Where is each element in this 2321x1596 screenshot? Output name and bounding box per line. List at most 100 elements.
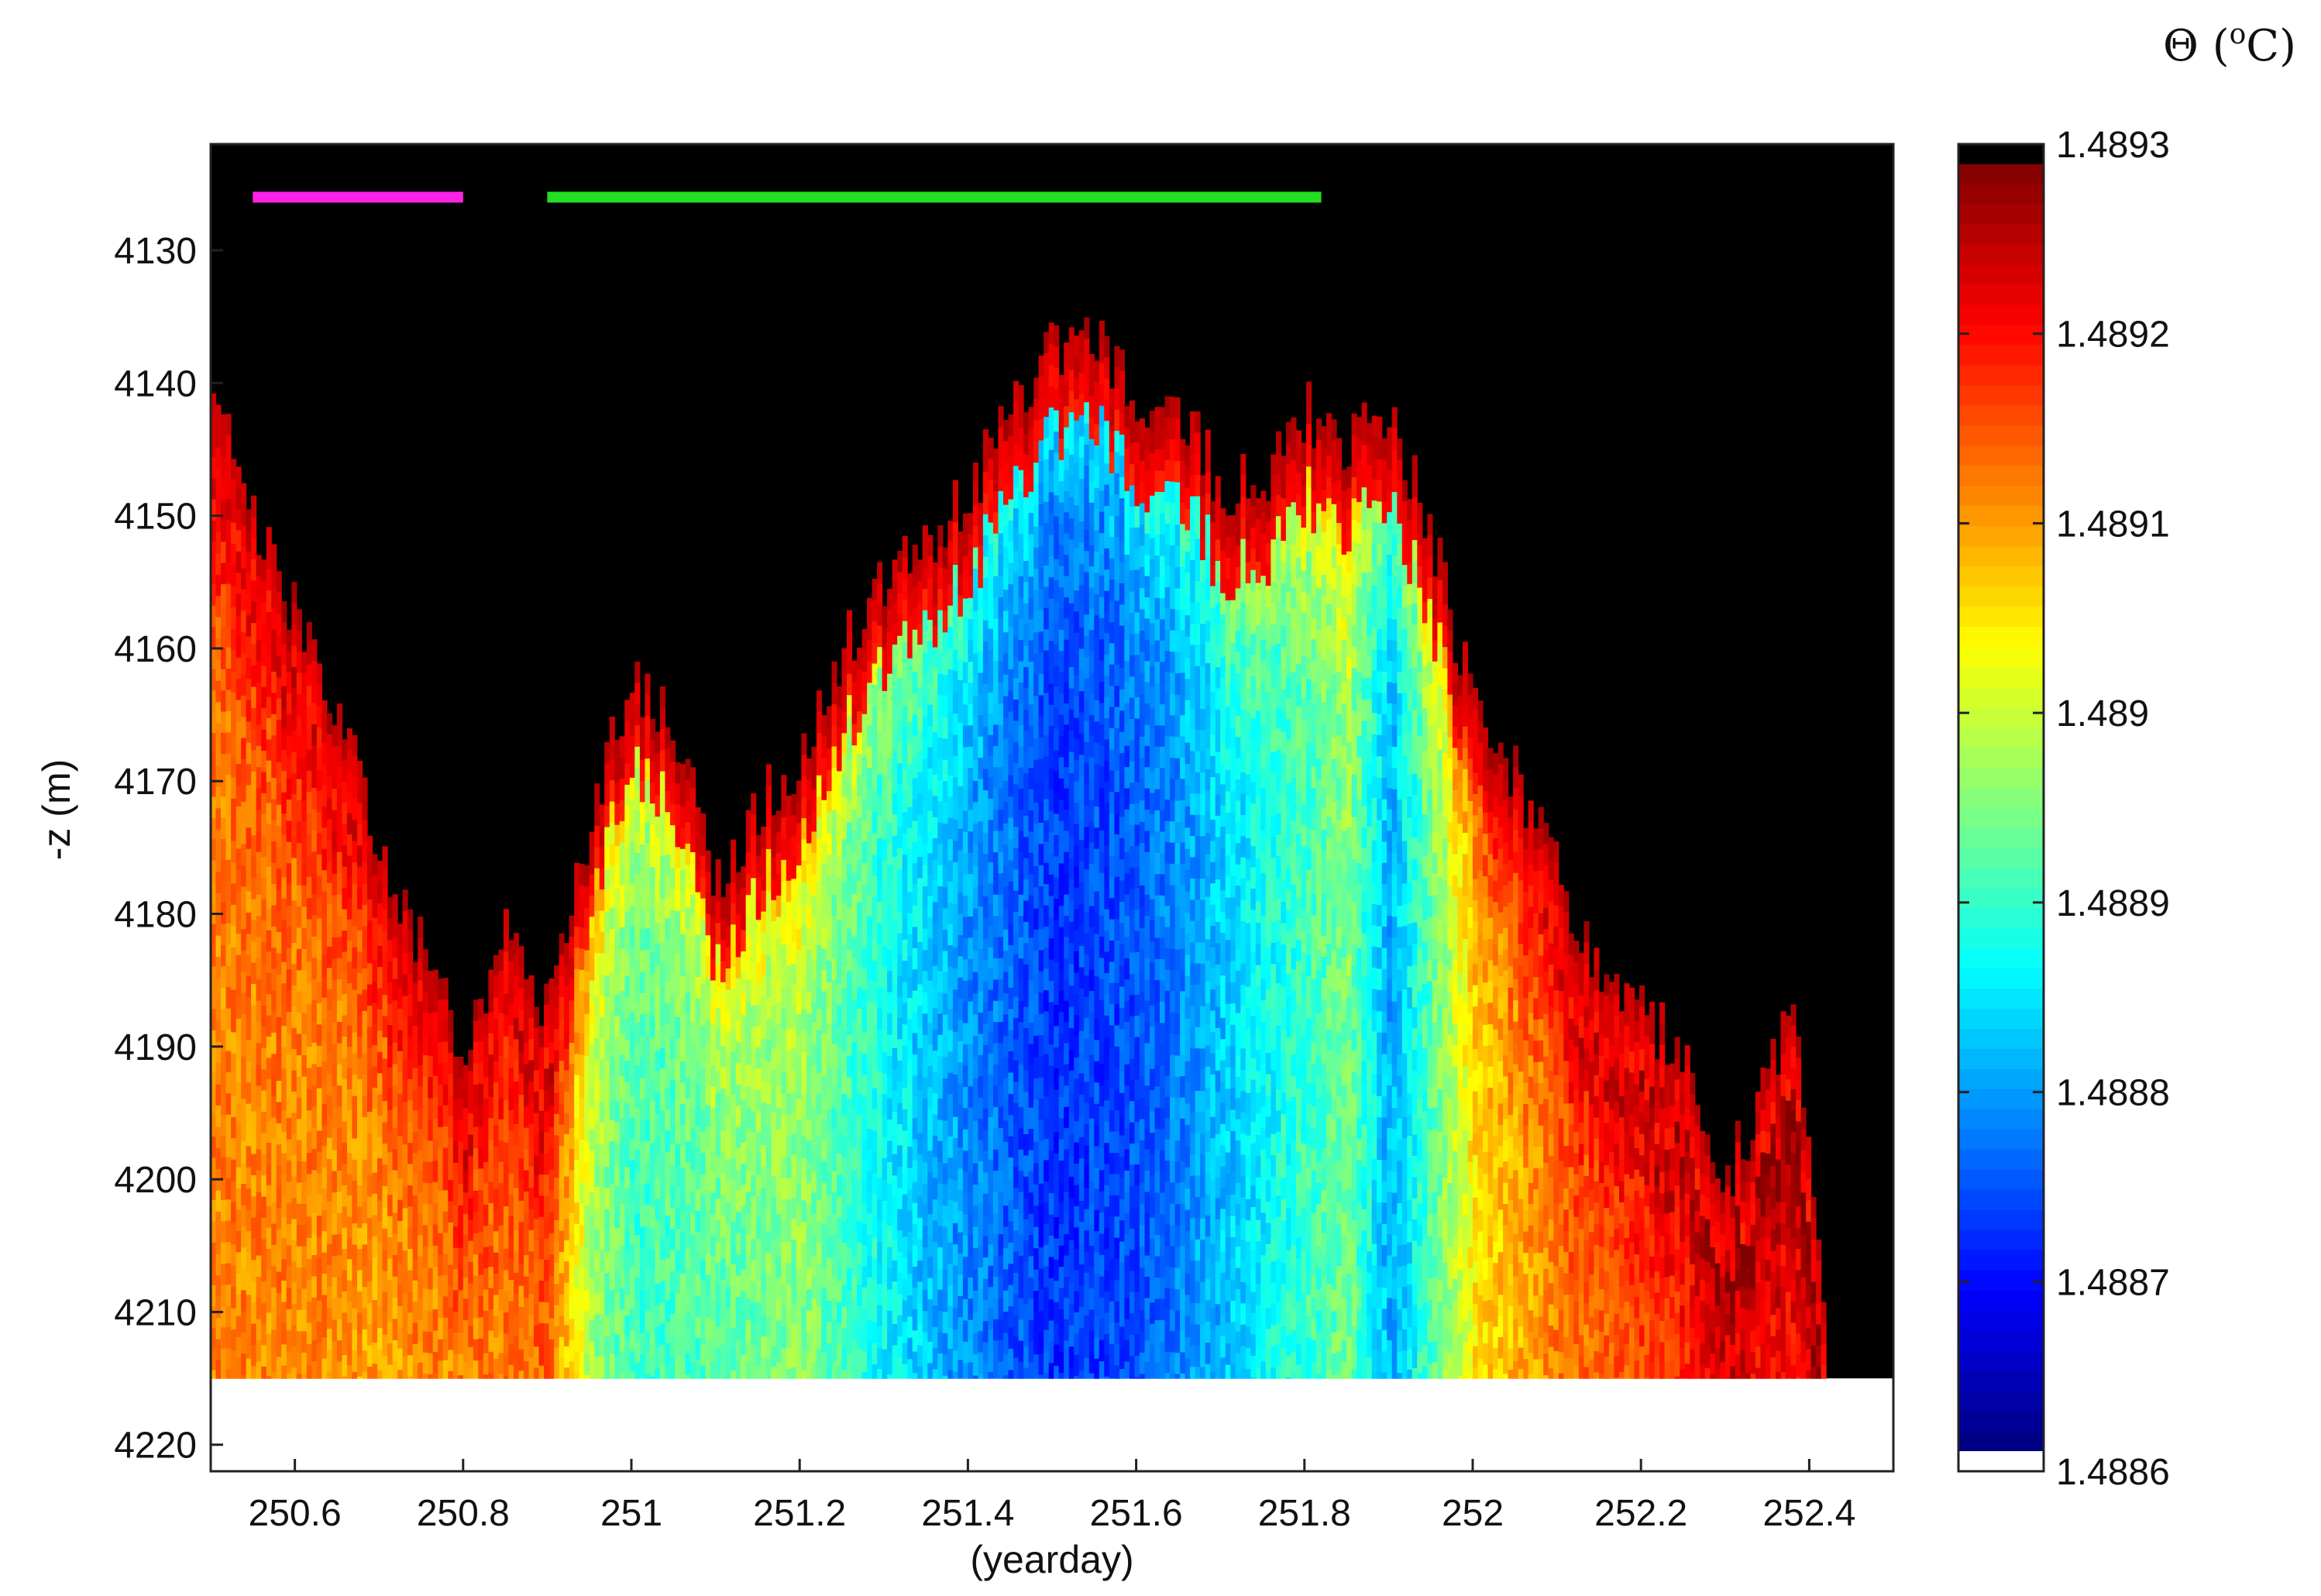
heatmap-cell xyxy=(927,1129,934,1151)
heatmap-cell xyxy=(271,862,277,885)
heatmap-cell xyxy=(301,737,308,758)
heatmap-cell xyxy=(372,1300,378,1322)
heatmap-cell xyxy=(1018,831,1024,853)
heatmap-cell xyxy=(831,1319,837,1342)
heatmap-cell xyxy=(462,1150,469,1172)
heatmap-cell xyxy=(387,1258,394,1281)
heatmap-cell xyxy=(700,1026,707,1048)
heatmap-cell xyxy=(407,1292,414,1313)
heatmap-cell xyxy=(867,937,873,960)
heatmap-cell xyxy=(524,1192,530,1213)
heatmap-cell xyxy=(372,854,378,876)
heatmap-cell xyxy=(958,574,964,596)
heatmap-cell xyxy=(367,1069,373,1092)
heatmap-cell xyxy=(211,1094,217,1116)
heatmap-cell xyxy=(322,1188,328,1211)
heatmap-cell xyxy=(972,1206,978,1228)
heatmap-cell xyxy=(700,1259,707,1281)
heatmap-cell xyxy=(236,934,242,956)
heatmap-cell xyxy=(514,1017,520,1040)
heatmap-cell xyxy=(872,982,878,1004)
heatmap-cell xyxy=(473,1318,479,1340)
heatmap-cell xyxy=(478,1147,484,1169)
heatmap-cell xyxy=(306,876,312,899)
heatmap-cell xyxy=(458,1120,464,1143)
heatmap-cell xyxy=(614,1207,621,1229)
heatmap-cell xyxy=(968,917,974,938)
heatmap-cell xyxy=(932,1241,938,1264)
heatmap-cell xyxy=(276,614,282,635)
heatmap-cell xyxy=(251,1302,257,1325)
heatmap-cell xyxy=(276,953,282,975)
heatmap-cell xyxy=(231,692,237,714)
heatmap-cell xyxy=(1018,852,1024,875)
heatmap-cell xyxy=(256,1000,262,1023)
heatmap-cell xyxy=(518,1201,524,1223)
heatmap-cell xyxy=(872,1088,878,1110)
heatmap-cell xyxy=(336,916,342,937)
heatmap-cell xyxy=(418,1023,424,1045)
heatmap-cell xyxy=(554,1199,560,1221)
heatmap-cell xyxy=(917,1069,923,1092)
heatmap-cell xyxy=(1013,1272,1020,1295)
heatmap-cell xyxy=(629,1075,635,1097)
heatmap-cell xyxy=(493,1061,499,1083)
heatmap-cell xyxy=(296,970,302,992)
heatmap-cell xyxy=(498,1098,504,1120)
heatmap-cell xyxy=(231,714,237,736)
heatmap-cell xyxy=(952,480,958,502)
heatmap-cell xyxy=(316,1045,322,1068)
heatmap-cell xyxy=(775,917,782,939)
heatmap-cell xyxy=(877,562,883,584)
heatmap-cell xyxy=(236,870,242,892)
heatmap-cell xyxy=(791,879,797,901)
heatmap-cell xyxy=(1018,746,1024,769)
heatmap-cell xyxy=(700,1302,707,1324)
heatmap-cell xyxy=(215,490,222,512)
heatmap-cell xyxy=(968,874,974,896)
heatmap-cell xyxy=(922,1140,928,1163)
heatmap-cell xyxy=(599,1314,605,1336)
heatmap-cell xyxy=(851,1254,858,1277)
heatmap-cell xyxy=(731,1285,737,1308)
heatmap-cell xyxy=(306,686,312,708)
heatmap-cell xyxy=(972,1333,978,1355)
heatmap-cell xyxy=(609,1120,615,1142)
heatmap-cell xyxy=(372,1109,378,1131)
heatmap-cell xyxy=(346,1068,352,1090)
heatmap-cell xyxy=(251,1260,257,1282)
heatmap-cell xyxy=(837,1195,843,1218)
heatmap-cell xyxy=(629,1329,635,1352)
heatmap-cell xyxy=(357,1037,363,1059)
heatmap-cell xyxy=(837,1047,843,1069)
heatmap-cell xyxy=(357,1100,363,1123)
heatmap-cell xyxy=(982,1236,989,1258)
heatmap-cell xyxy=(594,1038,600,1060)
heatmap-cell xyxy=(514,933,520,955)
heatmap-cell xyxy=(882,1137,888,1159)
heatmap-cell xyxy=(690,1212,696,1235)
heatmap-cell xyxy=(488,1139,494,1161)
heatmap-cell xyxy=(892,1111,898,1133)
heatmap-cell xyxy=(972,908,978,930)
heatmap-cell xyxy=(659,877,665,899)
heatmap-cell xyxy=(847,971,853,993)
heatmap-cell xyxy=(806,906,812,929)
heatmap-cell xyxy=(731,1157,737,1180)
heatmap-cell xyxy=(538,1365,545,1379)
heatmap-cell xyxy=(402,1293,408,1315)
heatmap-cell xyxy=(357,803,363,825)
heatmap-cell xyxy=(993,1255,999,1278)
heatmap-cell xyxy=(958,913,964,936)
heatmap-cell xyxy=(745,831,751,853)
heatmap-cell xyxy=(256,1319,262,1341)
heatmap-cell xyxy=(508,961,514,983)
heatmap-cell xyxy=(947,839,954,862)
heatmap-cell xyxy=(665,790,671,813)
heatmap-cell xyxy=(346,961,352,984)
heatmap-cell xyxy=(942,1036,948,1058)
heatmap-cell xyxy=(872,663,878,686)
heatmap-cell xyxy=(372,1257,378,1280)
heatmap-cell xyxy=(412,961,418,984)
heatmap-cell xyxy=(670,1356,676,1378)
